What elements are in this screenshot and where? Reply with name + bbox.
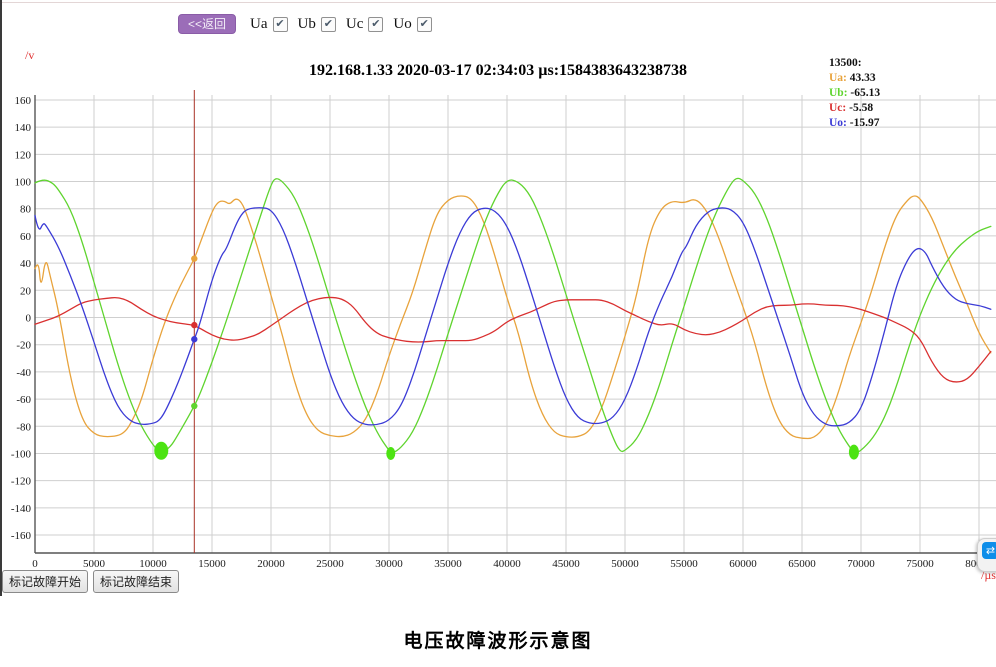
cursor-point-uc bbox=[191, 321, 198, 329]
y-tick-label: -120 bbox=[11, 476, 32, 488]
ub-checkbox[interactable]: ✔ bbox=[320, 16, 336, 32]
x-tick-label: 65000 bbox=[788, 558, 816, 570]
y-tick-label: 160 bbox=[15, 95, 32, 107]
y-axis-unit-label: /v bbox=[25, 48, 35, 62]
tooltip-entry: Ub: -65.13 bbox=[829, 87, 881, 99]
y-tick-label: -100 bbox=[11, 448, 32, 460]
y-tick-label: 0 bbox=[26, 313, 32, 325]
x-tick-label: 40000 bbox=[493, 558, 521, 570]
remote-support-tab[interactable]: ⇄ bbox=[977, 538, 996, 572]
y-tick-label: -20 bbox=[16, 340, 31, 352]
uo-checkbox[interactable]: ✔ bbox=[416, 16, 432, 32]
back-button[interactable]: <<返回 bbox=[178, 14, 237, 34]
series-line-ub bbox=[34, 177, 992, 454]
cursor-point-ua bbox=[191, 255, 198, 262]
fault-marker bbox=[154, 441, 169, 460]
y-tick-label: -160 bbox=[11, 530, 32, 542]
x-tick-label: 35000 bbox=[434, 558, 462, 570]
series-line-uo bbox=[34, 207, 992, 427]
channel-label: Ua bbox=[250, 15, 268, 32]
y-tick-label: 60 bbox=[20, 231, 32, 243]
mark-fault-end-button[interactable]: 标记故障结束 bbox=[93, 570, 180, 593]
x-tick-label: 15000 bbox=[198, 558, 226, 570]
x-tick-label: 10000 bbox=[139, 558, 167, 570]
x-tick-label: 55000 bbox=[670, 558, 698, 570]
y-tick-label: -60 bbox=[16, 394, 31, 406]
mark-fault-start-button[interactable]: 标记故障开始 bbox=[2, 570, 89, 593]
waveform-chart[interactable]: 0 5000 10000 15000 20000 25000 30000 35000 40000… bbox=[0, 0, 996, 600]
fault-marker bbox=[848, 444, 859, 460]
topbar: <<返回 Ua ✔ Ub ✔ Uc ✔ Uo ✔ bbox=[178, 13, 442, 35]
teamviewer-icon[interactable]: ⇄ bbox=[982, 542, 996, 559]
cursor-point-uo bbox=[191, 336, 198, 343]
cursor-tooltip: 13500: Ua: 43.33 Ub: -65.13 Uc: -5.58 Uo: -… bbox=[829, 56, 880, 131]
x-tick-label: 20000 bbox=[257, 558, 285, 570]
y-tick-label: 120 bbox=[15, 149, 32, 161]
tooltip-entry: Ua: 43.33 bbox=[829, 72, 876, 84]
x-tick-label: 0 bbox=[32, 558, 38, 570]
channel-uo: Uo ✔ bbox=[393, 15, 432, 33]
uc-checkbox[interactable]: ✔ bbox=[368, 16, 384, 32]
y-tick-label: 40 bbox=[20, 258, 32, 270]
channel-ua: Ua ✔ bbox=[250, 16, 288, 33]
x-tick-label: 70000 bbox=[847, 558, 875, 570]
y-tick-label: -140 bbox=[11, 503, 32, 515]
x-tick-label: 50000 bbox=[611, 558, 639, 570]
y-tick-label: 140 bbox=[15, 122, 32, 134]
series-line-uc bbox=[34, 296, 992, 383]
channel-toggles: Ua ✔ Ub ✔ Uc ✔ Uo ✔ bbox=[250, 16, 442, 33]
chart-title: 192.168.1.33 2020-03-17 02:34:03 µs:1584… bbox=[308, 62, 688, 79]
x-tick-label: 25000 bbox=[316, 558, 344, 570]
x-tick-label: 5000 bbox=[83, 558, 106, 570]
mark-button-group: 标记故障开始 标记故障结束 bbox=[2, 570, 184, 593]
y-tick-label: -40 bbox=[16, 367, 31, 379]
y-tick-label: 80 bbox=[20, 204, 32, 216]
ua-checkbox[interactable]: ✔ bbox=[272, 16, 288, 32]
tooltip-entry: Uc: -5.58 bbox=[829, 102, 874, 114]
channel-label: Uc bbox=[345, 15, 364, 32]
frame-left-border bbox=[0, 0, 2, 596]
x-tick-label: 45000 bbox=[552, 558, 580, 570]
frame-top-border bbox=[0, 2, 996, 3]
channel-uc: Uc ✔ bbox=[346, 16, 384, 33]
figure-caption: 电压故障波形示意图 bbox=[403, 631, 593, 652]
cursor-point-ub bbox=[191, 402, 198, 410]
y-tick-label: 100 bbox=[15, 177, 32, 189]
tooltip-entry: Uo: -15.97 bbox=[829, 117, 880, 129]
x-tick-label: 60000 bbox=[729, 558, 757, 570]
channel-label: Ub bbox=[297, 15, 316, 32]
channel-ub: Ub ✔ bbox=[298, 16, 336, 33]
series-line-ua bbox=[34, 195, 992, 440]
fault-marker bbox=[386, 446, 396, 460]
x-tick-label: 75000 bbox=[906, 558, 934, 570]
x-tick-label: 30000 bbox=[375, 558, 403, 570]
y-tick-label: 20 bbox=[20, 285, 32, 297]
tooltip-header: 13500: bbox=[829, 57, 862, 69]
y-tick-label: -80 bbox=[16, 421, 31, 433]
channel-label: Uo bbox=[393, 15, 412, 32]
